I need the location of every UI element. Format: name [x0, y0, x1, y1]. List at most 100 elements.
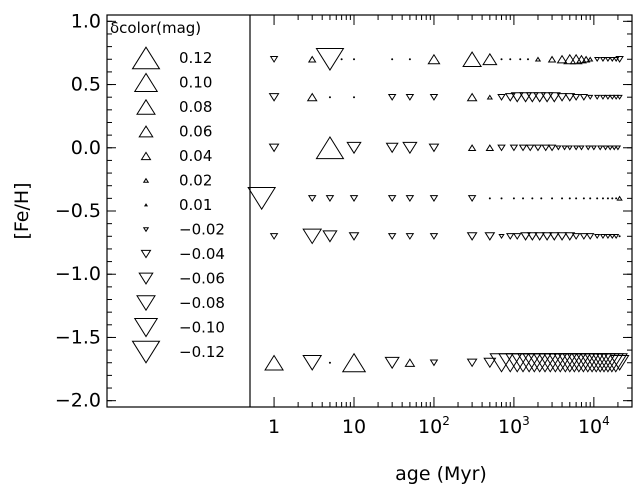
data-point [541, 232, 553, 241]
data-point [391, 58, 394, 61]
data-point [429, 195, 439, 202]
data-point [556, 54, 568, 64]
data-point [466, 92, 478, 102]
data-point [556, 93, 568, 102]
data-point [519, 92, 533, 103]
data-point [498, 353, 523, 373]
data-point [582, 197, 585, 200]
data-point [505, 233, 515, 240]
data-point [349, 195, 359, 202]
data-point [616, 94, 623, 100]
data-point [269, 233, 279, 240]
data-point [594, 94, 601, 100]
data-point [579, 93, 589, 101]
data-point [486, 94, 493, 100]
data-point [531, 197, 534, 200]
data-point [500, 58, 503, 61]
data-point [616, 195, 623, 201]
data-point [581, 55, 591, 63]
data-point [429, 233, 439, 240]
data-point [594, 233, 601, 240]
data-point [614, 145, 622, 151]
data-point [590, 145, 598, 151]
data-point [512, 233, 522, 240]
data-point [247, 187, 277, 211]
data-point [500, 197, 503, 200]
data-point [488, 197, 491, 200]
data-point [518, 144, 528, 152]
data-point [522, 197, 525, 200]
data-point [611, 145, 618, 151]
y-tick-label: 0.5 [71, 74, 101, 96]
data-point [595, 353, 621, 373]
data-point [510, 92, 524, 103]
data-point [520, 232, 531, 241]
legend-label: 0.10 [179, 74, 212, 92]
data-point [489, 353, 514, 373]
legend: δcolor(mag) 0.12 0.10 0.08 0.06 0.04 0.02 0.01… [110, 19, 225, 364]
data-point [579, 233, 589, 240]
data-point [604, 56, 612, 63]
data-point [534, 232, 546, 241]
legend-label: −0.10 [179, 319, 225, 337]
data-point [594, 56, 601, 63]
legend-label: 0.06 [179, 123, 212, 141]
y-tick-label: 1.0 [71, 10, 101, 32]
legend-marker [138, 272, 154, 285]
data-point [306, 92, 318, 102]
data-point [607, 145, 614, 151]
legend-label: −0.02 [179, 221, 225, 239]
data-point [609, 233, 616, 240]
data-point [602, 145, 609, 151]
data-point [512, 197, 515, 200]
data-point [556, 232, 568, 241]
y-tick-label: −1.0 [55, 263, 101, 285]
data-point [533, 144, 543, 152]
legend-marker [140, 249, 152, 259]
legend-marker [136, 295, 156, 312]
x-tick-label: 103 [498, 414, 530, 438]
data-point [540, 92, 554, 103]
data-point [497, 144, 506, 152]
data-point [587, 56, 594, 62]
data-point [599, 94, 607, 100]
data-point [603, 353, 628, 373]
data-point [541, 144, 550, 152]
data-point [467, 195, 477, 202]
data-point [387, 195, 397, 202]
data-point [578, 145, 585, 151]
data-point [533, 92, 547, 103]
legend-marker [133, 318, 159, 338]
data-point [302, 355, 323, 371]
data-point [611, 197, 614, 200]
data-point [564, 93, 576, 102]
data-point [405, 93, 415, 101]
data-point [604, 94, 612, 100]
data-point [484, 232, 496, 241]
x-tick-label: 1 [268, 416, 280, 438]
data-point [509, 144, 519, 152]
y-tick-label: −2.0 [55, 390, 101, 412]
data-point [609, 355, 630, 371]
x-tick-label: 102 [418, 414, 450, 438]
legend-label: 0.12 [179, 49, 212, 67]
legend-marker [131, 46, 161, 70]
data-point [547, 92, 561, 103]
data-point [612, 56, 620, 63]
data-point [427, 53, 441, 65]
data-point [307, 55, 317, 63]
data-points [247, 47, 630, 373]
data-point [599, 233, 607, 240]
data-point [402, 141, 418, 155]
legend-marker [131, 340, 161, 364]
data-point [325, 195, 335, 202]
data-point [482, 52, 498, 66]
data-point [302, 228, 323, 245]
data-point [353, 96, 356, 99]
y-tick-label: 0.0 [71, 137, 101, 159]
legend-marker [142, 227, 150, 233]
data-point [429, 93, 439, 101]
data-point [571, 93, 581, 101]
data-point [408, 58, 411, 61]
data-point [466, 358, 478, 368]
